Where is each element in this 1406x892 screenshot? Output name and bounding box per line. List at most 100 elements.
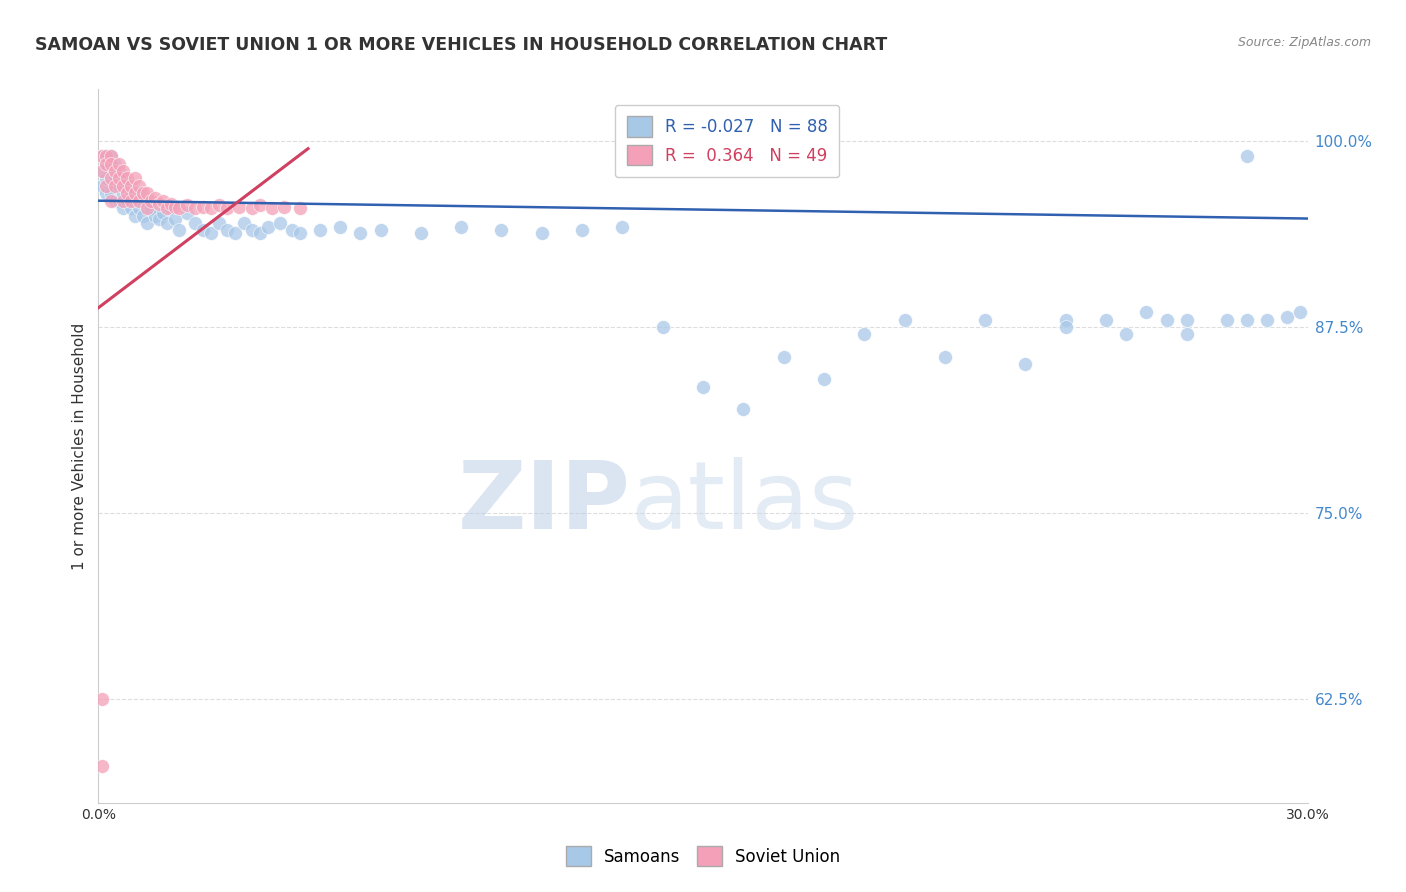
Point <box>107 171 129 186</box>
Point <box>217 201 239 215</box>
Point <box>107 194 129 208</box>
Point <box>974 312 997 326</box>
Point <box>91 149 114 163</box>
Point <box>91 758 114 772</box>
Point <box>100 194 122 208</box>
Point <box>167 201 190 215</box>
Point <box>91 178 114 193</box>
Point <box>111 164 134 178</box>
Point <box>772 350 794 364</box>
Point <box>124 194 146 208</box>
Point <box>115 186 138 201</box>
Point <box>132 209 155 223</box>
Point <box>100 171 122 186</box>
Point <box>208 198 231 212</box>
Point <box>115 194 138 208</box>
Point <box>120 186 142 201</box>
Point <box>232 216 254 230</box>
Point <box>893 312 915 326</box>
Point <box>143 191 166 205</box>
Point <box>107 156 129 170</box>
Point <box>120 194 142 208</box>
Point <box>249 227 271 241</box>
Point <box>128 178 150 193</box>
Point <box>91 164 114 178</box>
Point <box>281 223 304 237</box>
Point <box>96 186 118 201</box>
Point <box>96 156 118 170</box>
Point <box>128 194 150 208</box>
Point <box>1014 357 1036 371</box>
Point <box>124 209 146 223</box>
Point <box>1236 312 1258 326</box>
Point <box>103 194 125 208</box>
Point <box>167 223 190 237</box>
Point <box>103 171 125 186</box>
Point <box>139 194 162 208</box>
Y-axis label: 1 or more Vehicles in Household: 1 or more Vehicles in Household <box>72 322 87 570</box>
Point <box>288 201 311 215</box>
Point <box>124 186 146 201</box>
Point <box>124 171 146 186</box>
Point <box>91 149 114 163</box>
Point <box>120 201 142 215</box>
Point <box>288 227 311 241</box>
Point <box>91 691 114 706</box>
Point <box>1288 305 1310 319</box>
Point <box>934 350 956 364</box>
Point <box>156 201 179 215</box>
Point <box>224 227 246 241</box>
Point <box>120 178 142 193</box>
Point <box>208 216 231 230</box>
Point <box>193 200 215 214</box>
Point <box>128 201 150 215</box>
Point <box>100 156 122 170</box>
Point <box>1216 312 1239 326</box>
Point <box>139 201 162 215</box>
Point <box>240 223 263 237</box>
Point <box>96 156 118 170</box>
Point <box>1054 312 1077 326</box>
Point <box>240 201 263 215</box>
Text: SAMOAN VS SOVIET UNION 1 OR MORE VEHICLES IN HOUSEHOLD CORRELATION CHART: SAMOAN VS SOVIET UNION 1 OR MORE VEHICLE… <box>35 36 887 54</box>
Point <box>160 196 183 211</box>
Text: ZIP: ZIP <box>457 457 630 549</box>
Point <box>370 223 392 237</box>
Point <box>184 201 207 215</box>
Point <box>200 201 222 215</box>
Point <box>217 223 239 237</box>
Point <box>1175 327 1198 342</box>
Point <box>100 149 122 163</box>
Point <box>103 156 125 170</box>
Point <box>733 401 755 416</box>
Point <box>309 223 332 237</box>
Point <box>160 201 183 215</box>
Point <box>184 216 207 230</box>
Text: Source: ZipAtlas.com: Source: ZipAtlas.com <box>1237 36 1371 49</box>
Point <box>148 211 170 226</box>
Point <box>100 186 122 201</box>
Point <box>651 320 673 334</box>
Point <box>1115 327 1137 342</box>
Point <box>152 194 174 208</box>
Legend: Samoans, Soviet Union: Samoans, Soviet Union <box>560 839 846 873</box>
Point <box>111 178 134 193</box>
Point <box>1256 312 1278 326</box>
Point <box>107 164 129 178</box>
Point <box>228 200 250 214</box>
Point <box>100 171 122 186</box>
Point <box>491 223 513 237</box>
Point <box>135 196 157 211</box>
Point <box>249 198 271 212</box>
Point <box>111 194 134 208</box>
Point <box>612 220 634 235</box>
Point <box>135 186 157 201</box>
Point <box>692 379 714 393</box>
Point <box>200 227 222 241</box>
Point <box>115 178 138 193</box>
Point <box>1054 320 1077 334</box>
Point <box>193 223 215 237</box>
Point <box>1236 149 1258 163</box>
Text: atlas: atlas <box>630 457 859 549</box>
Point <box>269 216 291 230</box>
